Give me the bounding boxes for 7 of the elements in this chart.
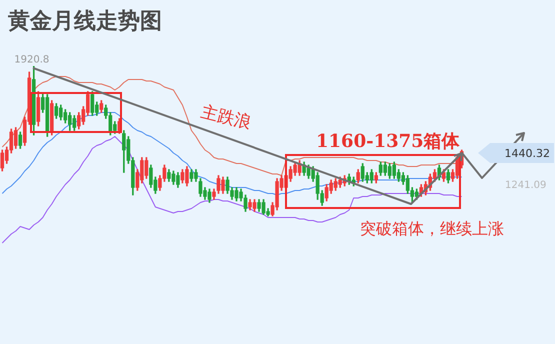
chart-title: 黄金月线走势图 [8, 8, 162, 36]
annotation: 主跌浪 [198, 100, 254, 135]
annotation: 1920.8 [14, 54, 50, 66]
text: 1440.32 [504, 146, 551, 160]
annotation: 1160-1375箱体 [316, 130, 460, 153]
text: 1241.09 [505, 180, 546, 191]
text: 突破箱体，继续上涨 [360, 219, 504, 240]
